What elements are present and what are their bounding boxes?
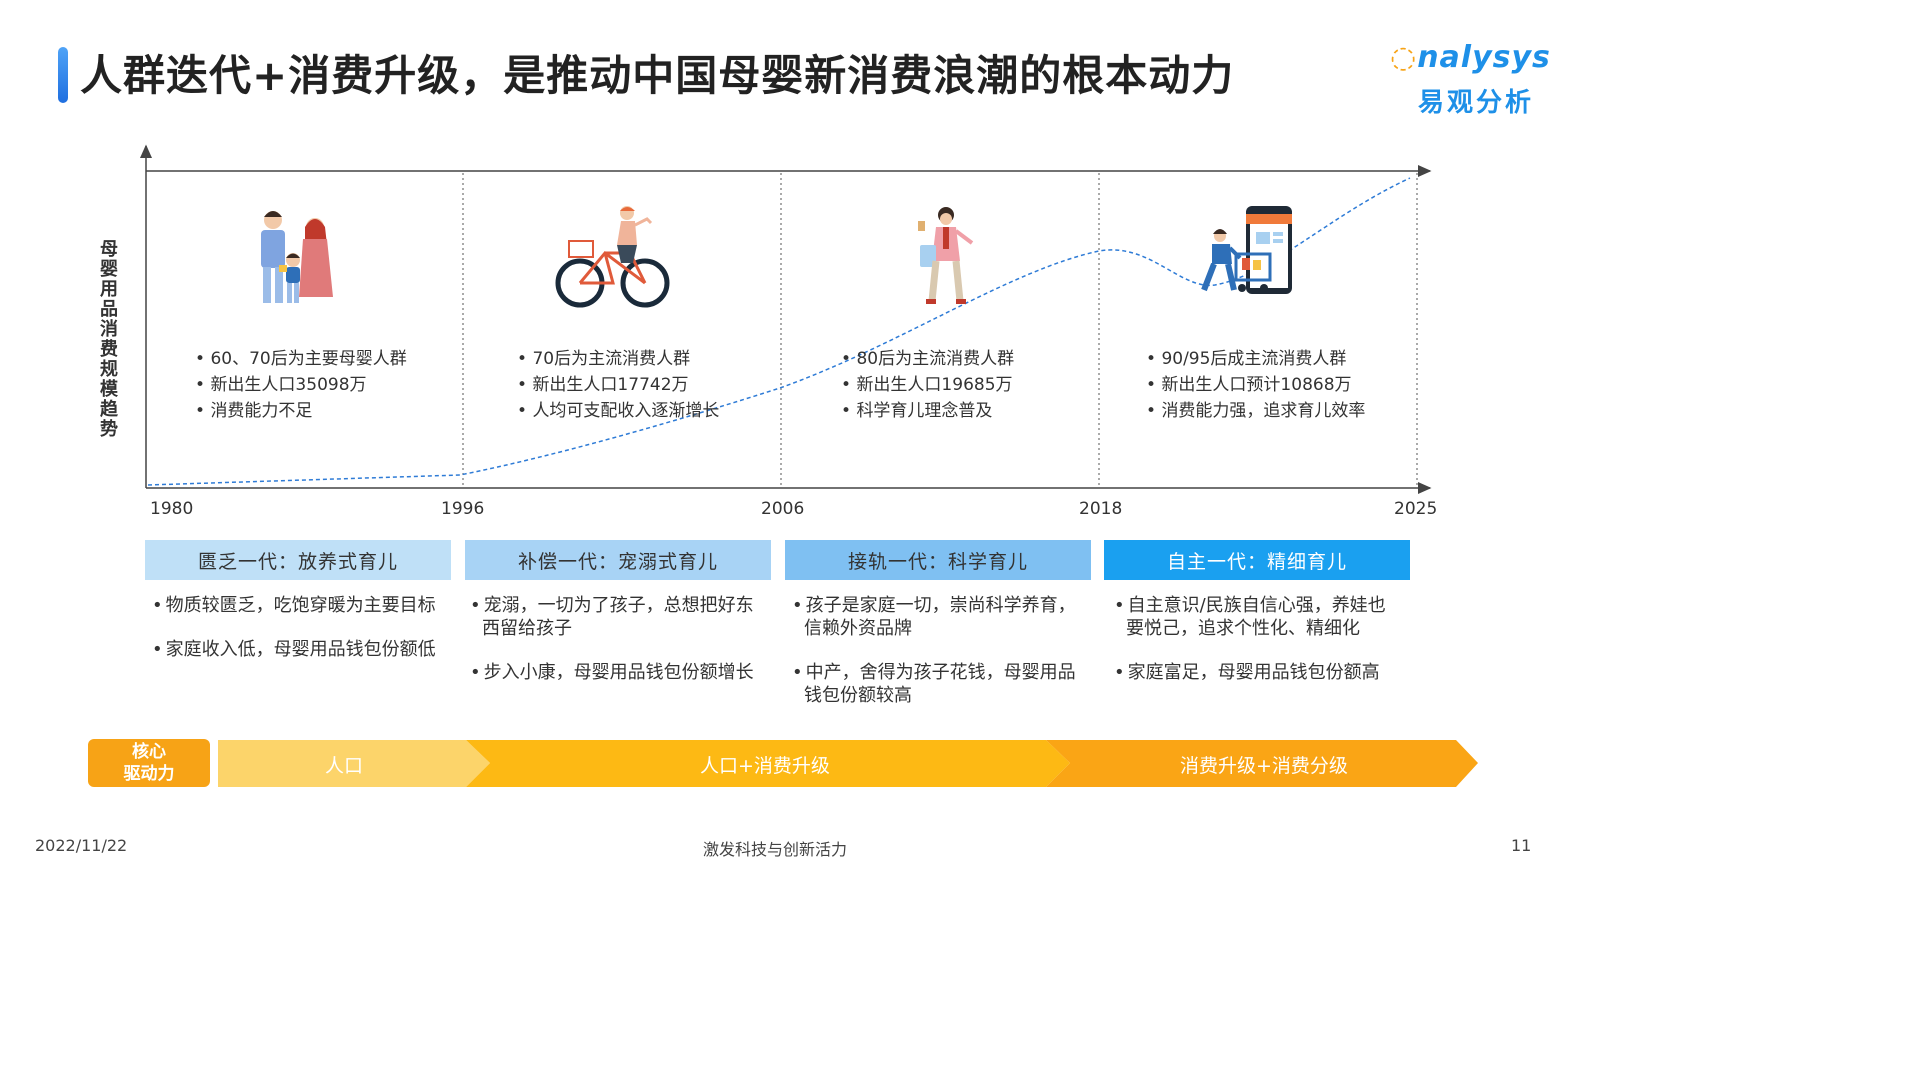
page-number: 11 — [1511, 836, 1532, 855]
family-illustration-icon — [261, 211, 333, 303]
list-item: 步入小康，母婴用品钱包份额增长 — [468, 661, 758, 684]
driver-arrow-3 — [1046, 740, 1478, 787]
era-2006-bullets: 80后为主流消费人群 新出生人口19685万 科学育儿理念普及 — [841, 346, 1014, 424]
bicycle-rider-illustration-icon — [555, 206, 670, 308]
page-title: 人群迭代+消费升级，是推动中国母婴新消费浪潮的根本动力 — [80, 51, 1235, 100]
list-item: 孩子是家庭一切，崇尚科学养育，信赖外资品牌 — [790, 594, 1080, 640]
list-item: 物质较匮乏，吃饱穿暖为主要目标 — [150, 594, 440, 617]
generation-header: 接轨一代：科学育儿 — [785, 540, 1091, 580]
year-label: 1980 — [150, 499, 194, 519]
generation-description: 孩子是家庭一切，崇尚科学养育，信赖外资品牌 中产，舍得为孩子花钱，母婴用品钱包份… — [790, 594, 1080, 728]
year-label: 2025 — [1394, 499, 1438, 519]
list-item: 70后为主流消费人群 — [517, 346, 719, 372]
list-item: 宠溺，一切为了孩子，总想把好东西留给孩子 — [468, 594, 758, 640]
driver-arrow-2 — [466, 740, 1070, 787]
generation-description: 宠溺，一切为了孩子，总想把好东西留给孩子 步入小康，母婴用品钱包份额增长 — [468, 594, 758, 705]
list-item: 60、70后为主要母婴人群 — [195, 346, 406, 372]
list-item: 人均可支配收入逐渐增长 — [517, 398, 719, 424]
y-axis-label: 母婴用品消费规模趋势 — [100, 239, 118, 440]
generation-description: 自主意识/民族自信心强，养娃也要悦己，追求个性化、精细化 家庭富足，母婴用品钱包… — [1112, 594, 1402, 705]
driver-arrow-1 — [218, 740, 490, 787]
list-item: 80后为主流消费人群 — [841, 346, 1014, 372]
era-1980-bullets: 60、70后为主要母婴人群 新出生人口35098万 消费能力不足 — [195, 346, 407, 424]
list-item: 中产，舍得为孩子花钱，母婴用品钱包份额较高 — [790, 661, 1080, 707]
mobile-shopping-illustration-icon — [1201, 206, 1292, 294]
year-label: 2006 — [761, 499, 805, 519]
footer-date: 2022/11/22 — [35, 836, 128, 855]
driver-stage-label: 人口 — [325, 755, 364, 777]
list-item: 家庭富足，母婴用品钱包份额高 — [1112, 661, 1402, 684]
generation-description: 物质较匮乏，吃饱穿暖为主要目标 家庭收入低，母婴用品钱包份额低 — [150, 594, 440, 682]
brand-logo: ◌nalysys — [1390, 40, 1551, 75]
list-item: 新出生人口35098万 — [195, 372, 407, 398]
driver-stage-label: 消费升级+消费分级 — [1180, 755, 1348, 777]
list-item: 科学育儿理念普及 — [841, 398, 1014, 424]
core-driver-label: 核心 驱动力 — [88, 739, 210, 787]
brand-logo-cn: 易观分析 — [1418, 88, 1535, 118]
driver-stage-label: 人口+消费升级 — [700, 755, 830, 777]
list-item: 家庭收入低，母婴用品钱包份额低 — [150, 638, 440, 661]
list-item: 消费能力不足 — [195, 398, 407, 424]
year-label: 2018 — [1079, 499, 1123, 519]
title-accent-bar — [58, 47, 68, 103]
generation-header: 自主一代：精细育儿 — [1104, 540, 1410, 580]
logo-swoosh-icon: ◌ — [1390, 40, 1418, 75]
list-item: 新出生人口17742万 — [517, 372, 719, 398]
list-item: 自主意识/民族自信心强，养娃也要悦己，追求个性化、精细化 — [1112, 594, 1402, 640]
list-item: 消费能力强，追求育儿效率 — [1146, 398, 1365, 424]
list-item: 新出生人口19685万 — [841, 372, 1014, 398]
footer-slogan: 激发科技与创新活力 — [703, 840, 848, 859]
list-item: 90/95后成主流消费人群 — [1146, 346, 1365, 372]
era-1996-bullets: 70后为主流消费人群 新出生人口17742万 人均可支配收入逐渐增长 — [517, 346, 719, 424]
generation-header: 匮乏一代：放养式育儿 — [145, 540, 451, 580]
list-item: 新出生人口预计10868万 — [1146, 372, 1365, 398]
era-2018-bullets: 90/95后成主流消费人群 新出生人口预计10868万 消费能力强，追求育儿效率 — [1146, 346, 1365, 424]
year-label: 1996 — [441, 499, 485, 519]
generation-header: 补偿一代：宠溺式育儿 — [465, 540, 771, 580]
timeline-chart — [140, 144, 1478, 787]
shopping-woman-illustration-icon — [918, 207, 974, 304]
